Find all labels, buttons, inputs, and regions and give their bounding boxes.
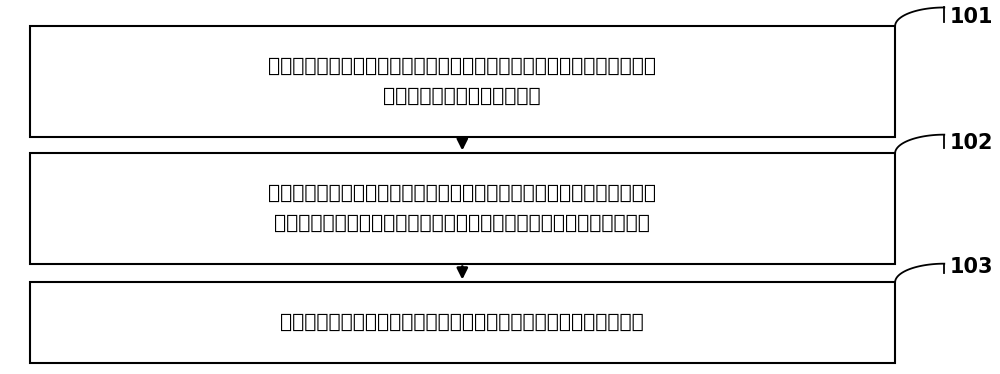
Text: 根据不同业态的用能主体之间的用能互补性，确定能源站的供能规模: 根据不同业态的用能主体之间的用能互补性，确定能源站的供能规模	[280, 313, 644, 332]
FancyBboxPatch shape	[30, 26, 895, 137]
FancyBboxPatch shape	[30, 153, 895, 264]
Text: 分别获取不同业态的用能主体各自单位时间用能的第一峰值负荷，以及各
自单位时间的第一归一化数据: 分别获取不同业态的用能主体各自单位时间用能的第一峰值负荷，以及各 自单位时间的第…	[268, 57, 656, 105]
Text: 102: 102	[949, 133, 993, 153]
Text: 103: 103	[949, 257, 993, 278]
Text: 根据不同业态的用能主体各自单位时间用能的第一峰值负荷，以及各自单
位时间的第一归一化数据，确定不同业态的用能主体之间的用能互补性: 根据不同业态的用能主体各自单位时间用能的第一峰值负荷，以及各自单 位时间的第一归…	[268, 184, 656, 233]
FancyBboxPatch shape	[30, 282, 895, 363]
Text: 101: 101	[949, 7, 993, 27]
